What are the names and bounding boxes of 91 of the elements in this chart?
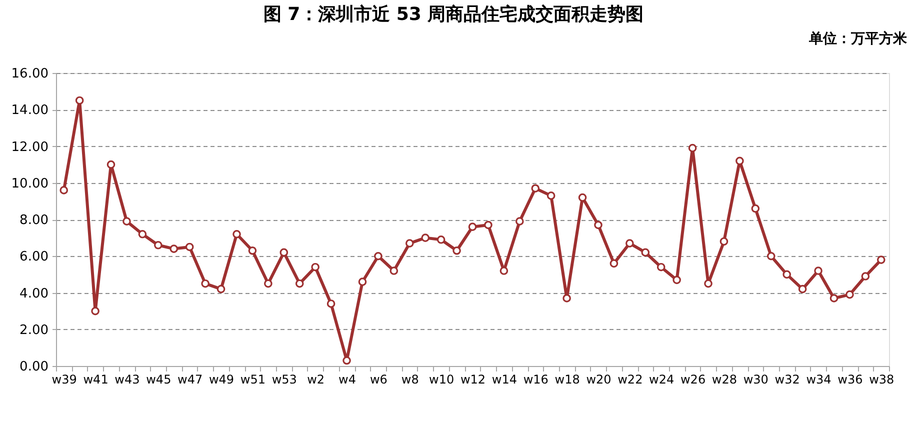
x-tick-label: w20 [586,372,612,386]
point [656,262,666,272]
point [751,204,760,213]
point [358,278,367,286]
x-tick-label: w41 [83,372,108,386]
x-tick-label: w8 [401,372,419,386]
x-tick-label: w36 [838,372,863,386]
point [201,279,210,288]
y-tick-label: 14.00 [11,103,48,118]
point [154,240,162,250]
y-tick-label: 16.00 [11,66,48,82]
y-tick-label: 0.00 [20,360,48,374]
point [342,356,351,365]
point [578,193,587,202]
point [185,242,194,252]
point [421,234,430,242]
x-tick-label: w53 [272,372,297,386]
point [531,184,540,193]
point [326,300,336,308]
point [106,160,116,169]
text: 单位：万平方米 [808,30,908,47]
point [390,266,398,275]
point [814,266,822,275]
point [75,96,84,105]
point [688,144,697,152]
point [484,220,492,230]
x-tick-label: w28 [712,372,738,386]
x-tick-label: w12 [460,372,486,386]
point [216,284,226,294]
x-tick-label: w30 [743,372,768,386]
x-tick-label: w6 [370,372,388,386]
y-tick-label: 2.00 [20,322,48,338]
x-tick-label: w34 [806,372,832,386]
y-tick-label: 4.00 [20,286,48,302]
x-tick-label: w18 [554,372,580,386]
point [280,248,288,257]
point [405,239,414,248]
point [91,306,100,316]
x-tick-label: w49 [208,372,234,386]
point [610,259,618,268]
y-tick-label: 10.00 [11,176,48,192]
point [500,266,508,275]
point [311,262,320,272]
point [562,294,571,302]
x-tick-label: w47 [178,372,203,386]
point [876,256,886,264]
point [782,270,791,279]
point [641,248,650,257]
x-tick-label: w4 [338,372,356,386]
point [248,246,257,255]
point [170,244,178,253]
point [626,239,634,248]
point [704,279,712,288]
point [295,279,304,288]
x-tick-label: w38 [869,372,894,386]
x-tick-label: w26 [680,372,706,386]
point [830,294,838,302]
point [138,230,147,238]
x-tick-label: w2 [307,372,325,386]
x-tick-label: w32 [774,372,800,386]
point [374,252,382,260]
chart-title: 图 7：深圳市近 53 周商品住宅成交面积走势图 [263,4,644,25]
x-tick-label: w10 [429,372,454,386]
x-tick-label: w22 [618,372,643,386]
point [264,279,272,288]
x-tick-label: w16 [523,372,548,386]
point [122,217,131,226]
point [736,156,744,166]
point [798,284,807,294]
x-tick-label: w43 [114,372,140,386]
y-tick-label: 6.00 [20,250,48,265]
point [594,220,602,230]
point [452,246,461,255]
point [672,276,681,284]
x-tick-label: w24 [649,372,674,386]
point [720,237,728,246]
y-tick-label: 8.00 [20,213,48,228]
point [60,186,68,194]
point [766,252,776,260]
point [436,235,446,244]
point [846,290,854,299]
y-tick-label: 12.00 [11,140,48,155]
point [546,192,556,200]
point [515,217,524,226]
point [861,272,870,280]
x-tick-label: w51 [240,372,266,386]
point [468,222,477,231]
point [232,230,241,238]
x-tick-label: w45 [146,372,172,386]
x-tick-label: w14 [492,372,517,386]
x-tick-label: w39 [52,372,77,386]
